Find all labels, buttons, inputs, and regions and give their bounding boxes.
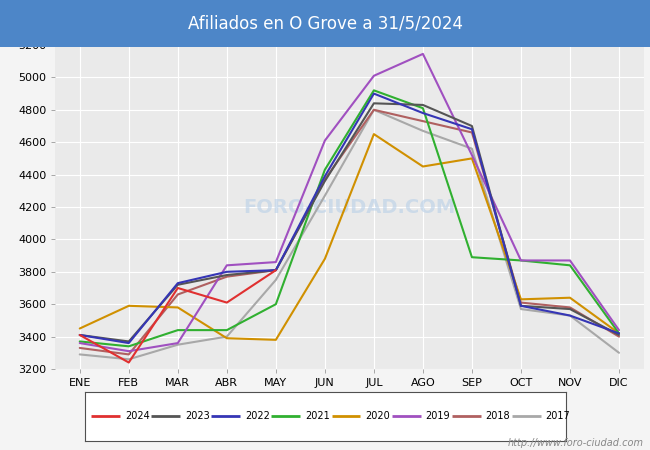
Text: 2022: 2022 bbox=[245, 411, 270, 421]
Text: http://www.foro-ciudad.com: http://www.foro-ciudad.com bbox=[508, 438, 644, 448]
Text: 2021: 2021 bbox=[305, 411, 330, 421]
Text: 2020: 2020 bbox=[365, 411, 390, 421]
Text: 2023: 2023 bbox=[185, 411, 210, 421]
Text: 2024: 2024 bbox=[125, 411, 150, 421]
Text: 2019: 2019 bbox=[425, 411, 450, 421]
Text: 2018: 2018 bbox=[486, 411, 510, 421]
Text: FORO-CIUDAD.COM: FORO-CIUDAD.COM bbox=[243, 198, 456, 216]
Text: Afiliados en O Grove a 31/5/2024: Afiliados en O Grove a 31/5/2024 bbox=[187, 14, 463, 33]
Text: 2017: 2017 bbox=[545, 411, 571, 421]
